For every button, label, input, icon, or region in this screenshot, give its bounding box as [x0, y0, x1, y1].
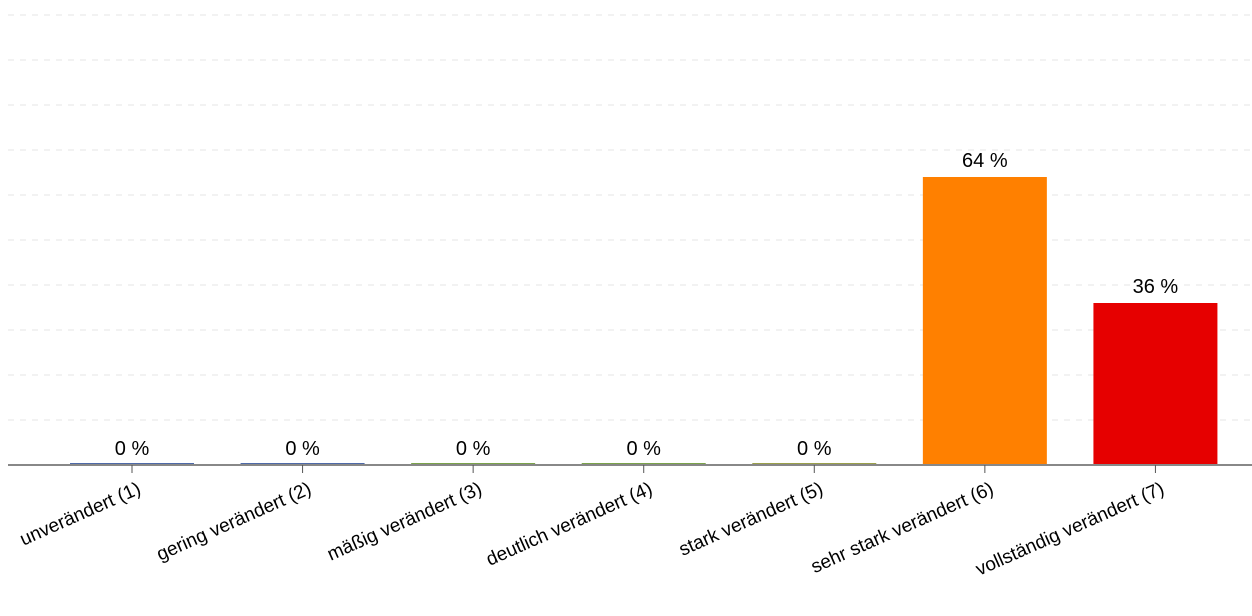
data-label: 64 %: [962, 150, 1008, 172]
bars: [70, 177, 1218, 465]
bar: [922, 177, 1047, 465]
x-tick-label: unverändert (1): [17, 478, 144, 550]
x-tick-label: mäßig verändert (3): [324, 478, 485, 565]
x-tick-label: gering verändert (2): [154, 478, 315, 565]
x-tick-label: stark verändert (5): [676, 478, 826, 560]
data-label: 0 %: [456, 438, 491, 460]
x-tick-label: deutlich verändert (4): [483, 478, 656, 570]
bar: [1093, 303, 1218, 465]
x-axis-ticks: [131, 465, 1156, 473]
gridlines: [8, 14, 1252, 421]
data-label: 0 %: [115, 438, 150, 460]
data-label: 0 %: [626, 438, 661, 460]
data-label: 0 %: [797, 438, 832, 460]
data-label: 0 %: [285, 438, 320, 460]
x-axis-tick-labels: unverändert (1) gering verändert (2) mäßig…: [17, 478, 1168, 580]
data-labels: 0 % 0 % 0 % 0 % 0 % 64 % 36 %: [115, 150, 1179, 460]
x-tick-label: sehr stark verändert (6): [808, 478, 997, 578]
data-label: 36 %: [1133, 276, 1179, 298]
x-tick-label: vollständig verändert (7): [973, 478, 1168, 580]
